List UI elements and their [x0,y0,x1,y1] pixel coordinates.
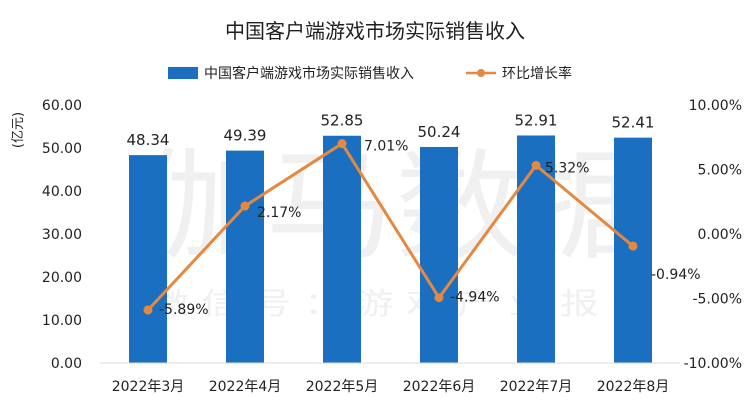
legend-label-growth: 环比增长率 [502,65,572,82]
growth-value-label: 5.32% [545,160,589,176]
growth-marker [531,160,541,170]
bar-value-label: 52.91 [515,111,558,129]
growth-line [146,142,634,312]
bar [323,135,361,363]
y-right-tick-label: 0.00% [698,227,742,243]
y-left-tick-label: 30.00 [42,227,82,243]
chart-title: 中国客户端游戏市场实际销售收入 [225,19,525,43]
y-left-tick-label: 20.00 [42,270,82,286]
x-tick-label: 2022年5月 [306,379,379,395]
bar-value-label: 49.39 [224,127,267,145]
growth-marker [143,305,153,315]
y-left-tick-label: 0.00 [51,356,82,372]
y-left-tick-label: 10.00 [42,313,82,329]
growth-value-label: 2.17% [257,205,301,221]
y-left-tick-label: 40.00 [42,184,82,200]
y-right-tick-label: 10.00% [689,98,742,114]
legend-label-revenue: 中国客户端游戏市场实际销售收入 [204,65,414,82]
bar-value-label: 48.34 [127,131,170,149]
x-axis-ticks: 2022年3月 2022年4月 2022年5月 2022年6月 2022年7月 2022年… [112,379,670,395]
y-axis-label: (亿元) [11,112,26,148]
growth-value-labels: -5.89% 2.17% 7.01% -4.94% 5.32% -0.94% [159,139,701,318]
bar [226,150,264,363]
bar [517,135,555,363]
growth-marker [628,241,638,251]
line-series [143,139,638,315]
x-tick-label: 2022年8月 [597,379,670,395]
bar [129,155,167,363]
watermark-main: 伽马数据 [135,138,655,277]
growth-marker [240,201,250,211]
x-tick-label: 2022年3月 [112,379,185,395]
legend: 中国客户端游戏市场实际销售收入 环比增长率 [168,65,572,82]
x-tick-label: 2022年7月 [500,379,573,395]
y-axis-left-ticks: 0.00 10.00 20.00 30.00 40.00 50.00 60.00 [42,98,82,372]
bar-value-label: 52.41 [612,114,655,132]
x-tick-label: 2022年6月 [403,379,476,395]
growth-marker [337,139,347,149]
y-right-tick-label: -5.00% [692,292,742,308]
y-right-tick-label: 5.00% [698,163,742,179]
bar-value-label: 52.85 [321,112,364,130]
growth-marker [434,293,444,303]
growth-value-label: -5.89% [159,302,209,318]
bar-value-labels: 48.34 49.39 52.85 50.24 52.91 52.41 [127,111,655,149]
legend-swatch-growth-marker [477,69,485,77]
watermark-sub: 微 信 号 ： 游 戏 产 业 报 告 [150,287,650,322]
bar-value-label: 50.24 [418,123,461,141]
growth-value-label: -4.94% [450,290,500,306]
x-tick-label: 2022年4月 [209,379,282,395]
y-right-tick-label: -10.00% [684,356,742,372]
y-left-tick-label: 50.00 [42,141,82,157]
growth-value-label: -0.94% [651,267,701,283]
bar [420,146,458,363]
y-left-tick-label: 60.00 [42,98,82,114]
y-axis-right-ticks: -10.00% -5.00% 0.00% 5.00% 10.00% [684,98,742,372]
legend-swatch-revenue [168,67,198,79]
growth-value-label: 7.01% [364,139,408,155]
